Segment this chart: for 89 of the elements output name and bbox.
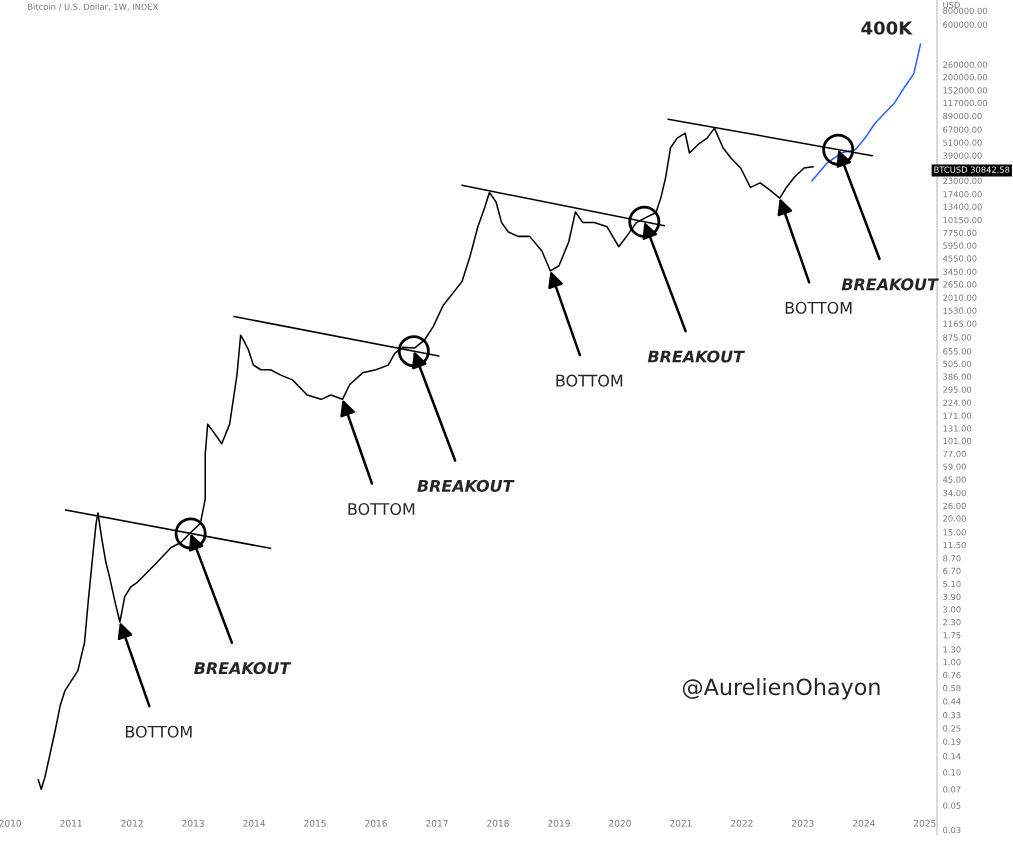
y-tick-label: 152000.00 bbox=[943, 87, 988, 94]
y-tick-label: 0.33 bbox=[943, 712, 961, 719]
y-tick-label: 45.00 bbox=[942, 476, 966, 483]
x-tick-label: 2017 bbox=[426, 819, 448, 827]
y-tick-label: 5950.00 bbox=[943, 242, 977, 249]
annotation: @AurelienOhayon bbox=[682, 678, 880, 700]
y-tick-label: 3.90 bbox=[943, 593, 961, 600]
y-tick-label: 39000.00 bbox=[943, 152, 982, 159]
y-tick-label: 3450.00 bbox=[943, 268, 977, 275]
y-tick-label: 1.30 bbox=[943, 646, 961, 653]
annotation: BOTTOM bbox=[785, 301, 852, 314]
y-tick-label: 655.00 bbox=[943, 348, 972, 355]
y-tick-label: 0.03 bbox=[943, 826, 961, 834]
x-tick-label: 2013 bbox=[182, 819, 204, 827]
y-tick-label: 0.19 bbox=[943, 738, 961, 745]
y-tick-label: 0.05 bbox=[943, 802, 961, 809]
y-tick-label: 224.00 bbox=[943, 399, 972, 406]
y-tick-label: 0.58 bbox=[943, 684, 961, 692]
x-tick-label: 2014 bbox=[243, 819, 266, 827]
y-tick-label: 7750.00 bbox=[943, 229, 977, 237]
y-tick-label: 800000.00 bbox=[943, 7, 988, 14]
y-tick-label: 0.25 bbox=[943, 725, 961, 732]
annotation: BREAKOUT bbox=[417, 479, 515, 492]
annotation: BOTTOM bbox=[348, 502, 415, 516]
x-tick-label: 2023 bbox=[792, 819, 814, 827]
y-tick-label: 600000.00 bbox=[943, 21, 988, 28]
y-tick-label: 0.14 bbox=[943, 753, 961, 760]
y-tick-label: 131.00 bbox=[943, 425, 972, 432]
data-label: 400K bbox=[861, 21, 913, 35]
y-tick-label: 89000.00 bbox=[943, 112, 982, 120]
y-tick-label: 59.00 bbox=[943, 463, 966, 470]
x-tick-label: 2020 bbox=[609, 819, 631, 827]
y-tick-label: 260000.00 bbox=[943, 61, 988, 68]
annotation: BOTTOM bbox=[125, 725, 192, 738]
chart-title: Bitcoin / U.S. Dollar, 1W, INDEX bbox=[28, 3, 159, 11]
x-tick-label: 2011 bbox=[60, 819, 82, 827]
y-tick-label: 2010.00 bbox=[943, 294, 977, 301]
y-tick-label: 34.00 bbox=[943, 489, 966, 497]
x-tick-label: 2018 bbox=[487, 819, 509, 827]
y-tick-label: 117000.00 bbox=[943, 99, 988, 107]
y-tick-label: 20.00 bbox=[943, 515, 966, 522]
y-tick-label: 200000.00 bbox=[943, 74, 988, 81]
y-axis-title: USD bbox=[943, 1, 960, 9]
y-tick-label: 0.76 bbox=[943, 672, 961, 679]
line-series bbox=[811, 43, 922, 182]
y-tick-label: 6.70 bbox=[943, 567, 961, 575]
y-tick-label: 2650.00 bbox=[943, 281, 977, 288]
y-tick-label: 4550.00 bbox=[942, 255, 977, 262]
y-tick-label: 67000.00 bbox=[943, 126, 982, 133]
y-tick-label: 3.00 bbox=[943, 606, 961, 613]
annotation: BOTTOM bbox=[556, 374, 623, 387]
annotation: BREAKOUT bbox=[647, 350, 746, 363]
x-tick-label: 2012 bbox=[121, 819, 143, 827]
y-tick-label: 0.44 bbox=[943, 698, 961, 705]
y-tick-label: 8.70 bbox=[943, 555, 961, 562]
y-tick-label: 101.00 bbox=[943, 437, 972, 445]
x-tick-label: 2015 bbox=[304, 819, 326, 827]
x-tick-label: 2024 bbox=[853, 819, 875, 827]
y-tick-label: 23000.00 bbox=[943, 177, 982, 185]
annotation: BREAKOUT bbox=[194, 662, 292, 675]
y-tick-label: 1.00 bbox=[943, 658, 961, 666]
x-tick-label: 2016 bbox=[365, 819, 387, 827]
x-tick-label: 2010 bbox=[0, 819, 22, 827]
y-tick-label: 295.00 bbox=[943, 386, 972, 393]
x-tick-label: 2025 bbox=[914, 819, 936, 827]
y-tick-label: 171.00 bbox=[943, 412, 972, 419]
y-tick-label: 1530.00 bbox=[943, 307, 977, 314]
y-tick-label: 17400.00 bbox=[943, 191, 982, 198]
y-tick-label: 505.00 bbox=[943, 360, 972, 367]
x-tick-label: 2021 bbox=[670, 819, 692, 827]
y-tick-label: 1.75 bbox=[943, 632, 961, 639]
y-tick-label: 0.10 bbox=[943, 769, 961, 776]
y-tick-label: 5.10 bbox=[943, 580, 961, 588]
x-tick-label: 2022 bbox=[731, 819, 753, 827]
y-tick-label: 15.00 bbox=[943, 529, 966, 536]
y-tick-label: 51000.00 bbox=[943, 139, 982, 146]
x-tick-label: 2019 bbox=[548, 819, 570, 827]
y-tick-label: 13400.00 bbox=[943, 203, 982, 210]
y-tick-label: 1165.00 bbox=[943, 320, 977, 327]
y-tick-label: 11.50 bbox=[943, 541, 966, 549]
y-tick-label: 77.00 bbox=[943, 450, 966, 458]
annotation: BTCUSD 30842.58 bbox=[934, 166, 1010, 173]
y-tick-label: 26.00 bbox=[943, 502, 966, 510]
annotation: BREAKOUT bbox=[841, 278, 939, 291]
y-tick-label: 386.00 bbox=[943, 373, 972, 380]
y-tick-label: 0.07 bbox=[943, 786, 961, 793]
y-tick-label: 2.30 bbox=[943, 618, 961, 626]
y-tick-label: 875.00 bbox=[943, 334, 972, 341]
y-tick-label: 10150.00 bbox=[943, 216, 982, 224]
